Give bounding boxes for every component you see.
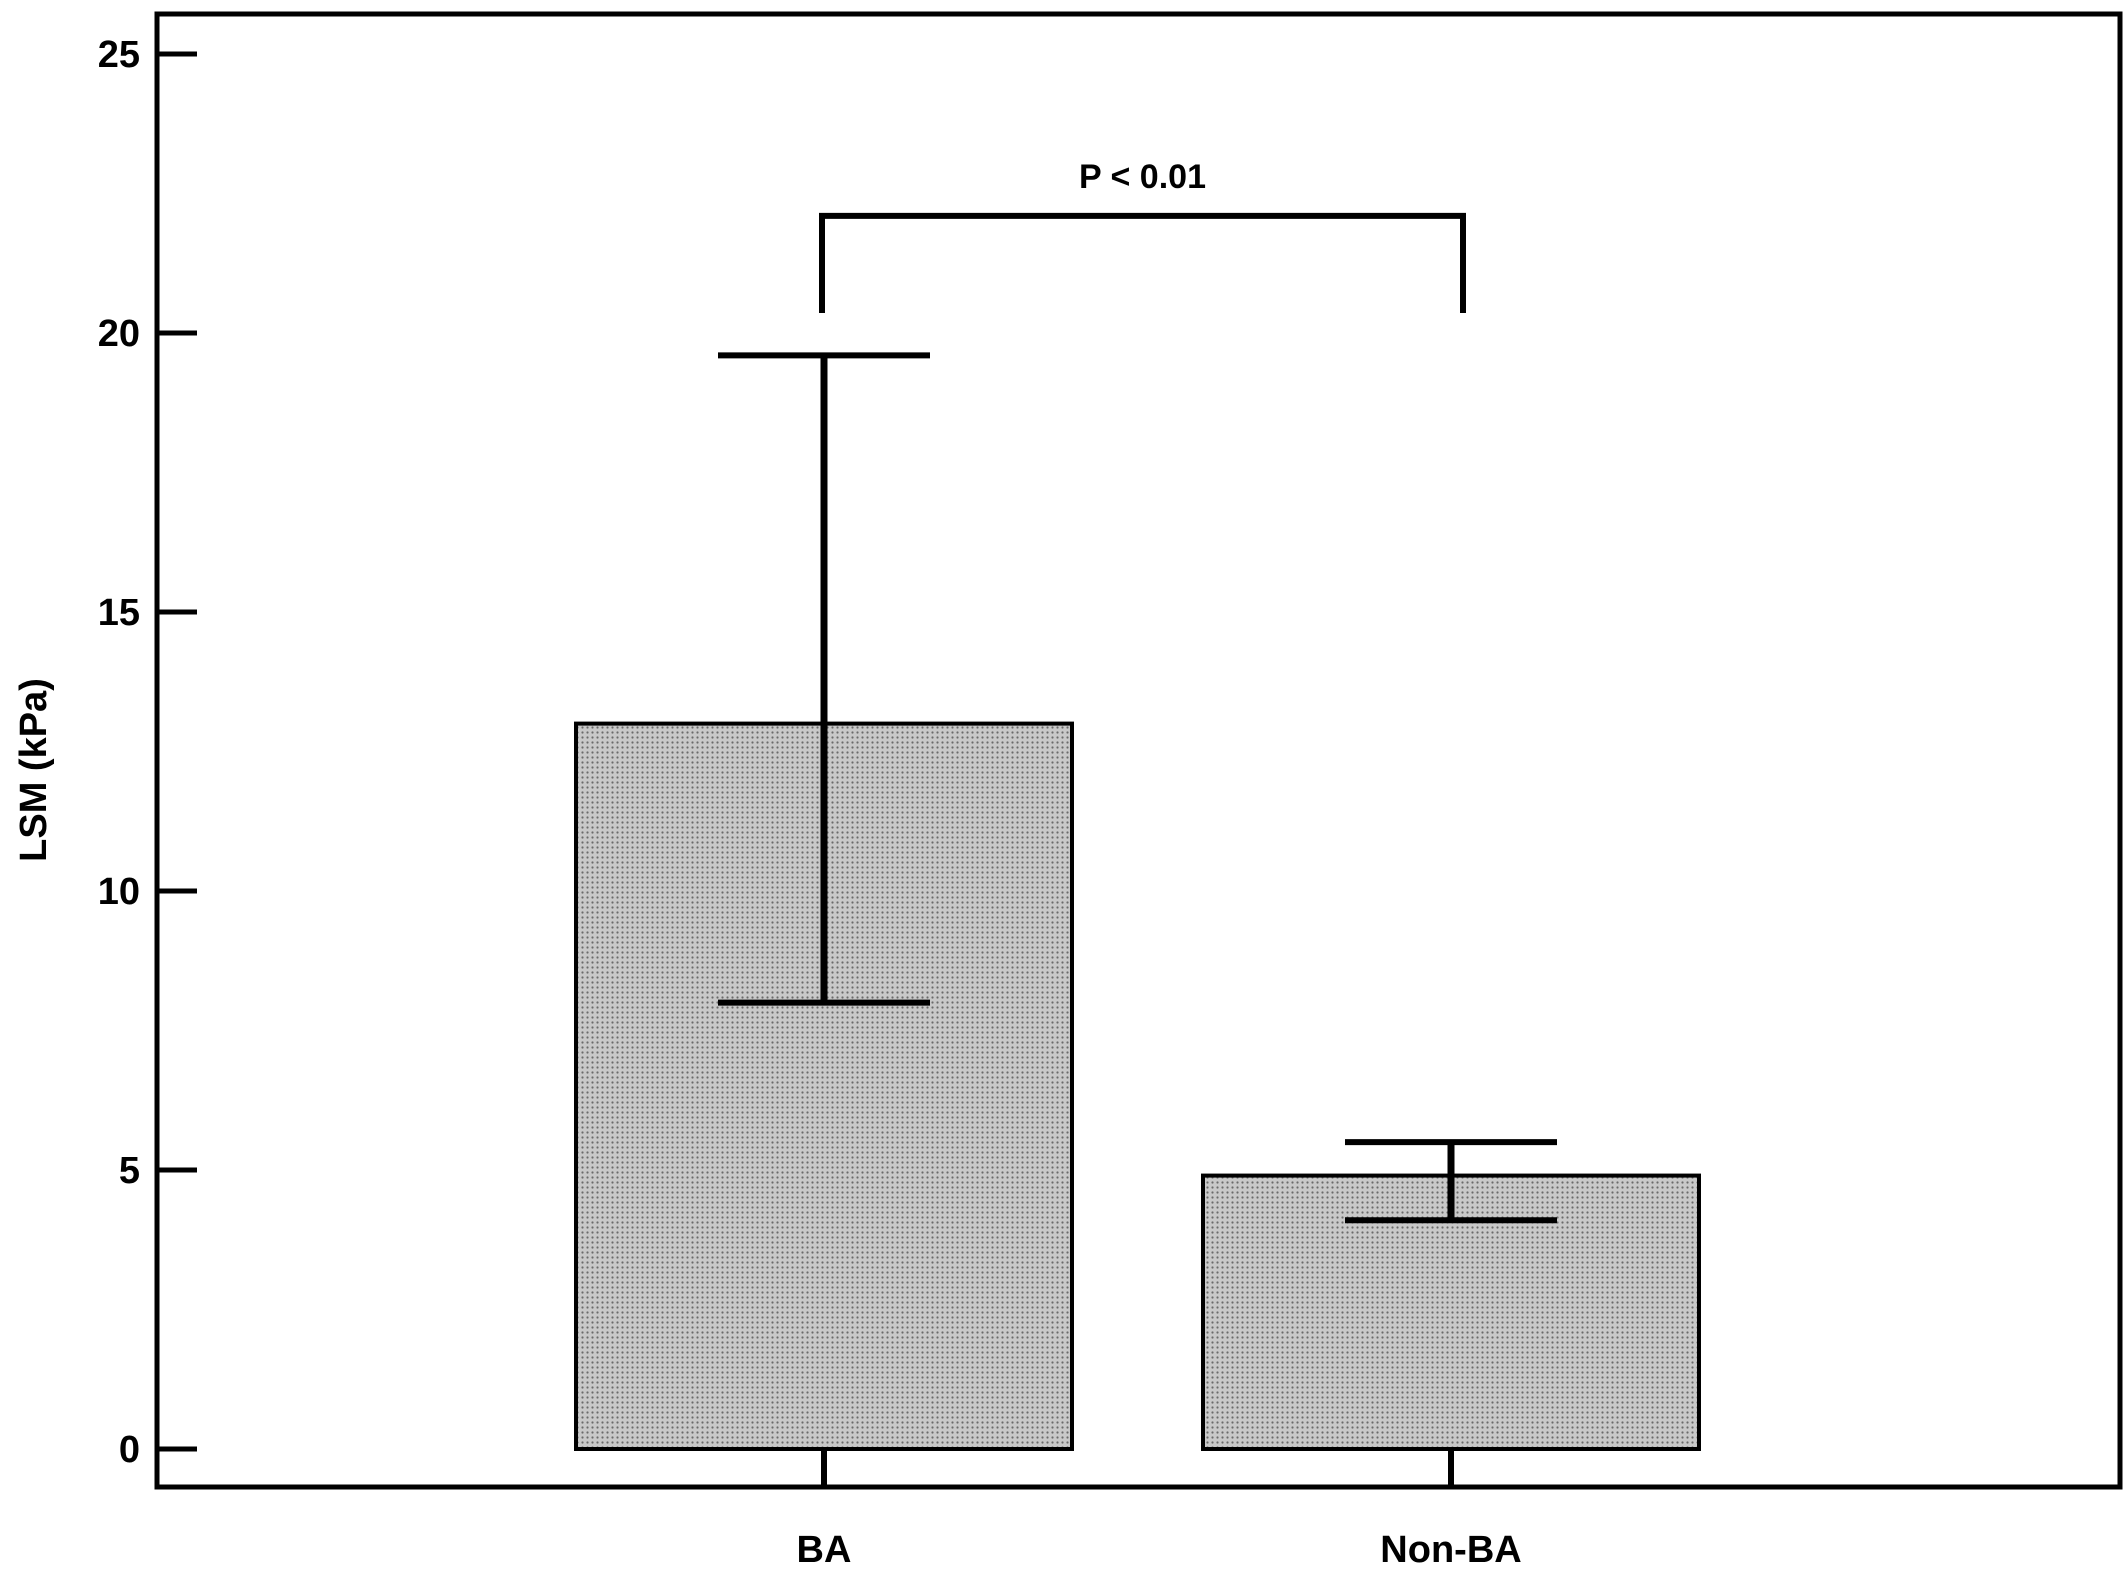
significance-group: P < 0.01 bbox=[819, 158, 1466, 313]
bars-group bbox=[574, 721, 1701, 1487]
y-tick-label: 10 bbox=[98, 871, 140, 913]
y-tick-label: 0 bbox=[119, 1429, 140, 1471]
y-tick-label: 25 bbox=[98, 34, 140, 76]
x-axis-labels: BA Non-BA bbox=[797, 1529, 1522, 1570]
y-tick-label: 20 bbox=[98, 313, 140, 355]
y-axis-ticks: 0 5 10 15 20 25 bbox=[98, 34, 197, 1471]
significance-bracket bbox=[819, 212, 1466, 313]
y-axis-title: LSM (kPa) bbox=[13, 678, 55, 862]
y-tick-label: 15 bbox=[98, 592, 140, 634]
x-tick-label: Non-BA bbox=[1380, 1529, 1521, 1570]
plot-frame bbox=[154, 11, 2123, 1490]
error-bars-group bbox=[718, 352, 1557, 1224]
y-tick-label: 5 bbox=[119, 1150, 140, 1192]
significance-label: P < 0.01 bbox=[1079, 158, 1206, 196]
x-tick-label: BA bbox=[797, 1529, 852, 1570]
